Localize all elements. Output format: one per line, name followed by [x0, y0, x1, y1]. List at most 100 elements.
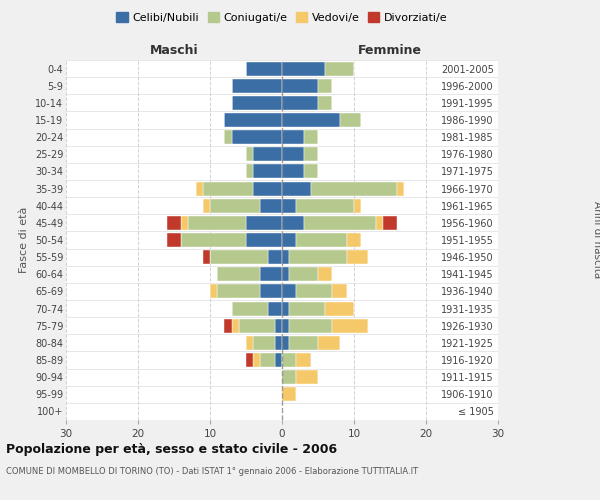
Bar: [296, 284, 332, 298]
Bar: [260, 198, 282, 212]
Text: Maschi: Maschi: [149, 44, 199, 57]
Bar: [282, 233, 296, 247]
Bar: [296, 198, 354, 212]
Y-axis label: Fasce di età: Fasce di età: [19, 207, 29, 273]
Bar: [253, 182, 282, 196]
Bar: [332, 284, 347, 298]
Bar: [282, 318, 289, 332]
Bar: [289, 268, 318, 281]
Bar: [275, 353, 282, 367]
Bar: [260, 268, 282, 281]
Bar: [246, 233, 282, 247]
Bar: [246, 216, 282, 230]
Bar: [232, 302, 268, 316]
Bar: [246, 336, 253, 350]
Bar: [376, 216, 383, 230]
Bar: [232, 96, 282, 110]
Bar: [253, 336, 275, 350]
Bar: [253, 353, 260, 367]
Bar: [253, 148, 282, 162]
Bar: [282, 388, 296, 402]
Bar: [282, 130, 304, 144]
Bar: [318, 268, 332, 281]
Bar: [282, 164, 304, 178]
Bar: [289, 302, 325, 316]
Text: Anni di nascita: Anni di nascita: [592, 202, 600, 278]
Bar: [325, 302, 354, 316]
Bar: [296, 233, 347, 247]
Bar: [275, 318, 282, 332]
Bar: [210, 250, 268, 264]
Bar: [181, 233, 246, 247]
Bar: [268, 250, 282, 264]
Bar: [332, 318, 368, 332]
Bar: [304, 148, 318, 162]
Bar: [203, 198, 210, 212]
Bar: [397, 182, 404, 196]
Bar: [347, 233, 361, 247]
Bar: [232, 78, 282, 92]
Bar: [318, 96, 332, 110]
Bar: [167, 216, 181, 230]
Bar: [232, 318, 239, 332]
Bar: [318, 336, 340, 350]
Bar: [282, 113, 340, 127]
Bar: [296, 370, 318, 384]
Bar: [289, 336, 318, 350]
Bar: [188, 216, 246, 230]
Bar: [304, 216, 376, 230]
Legend: Celibi/Nubili, Coniugati/e, Vedovi/e, Divorziati/e: Celibi/Nubili, Coniugati/e, Vedovi/e, Di…: [112, 8, 452, 28]
Bar: [282, 268, 289, 281]
Bar: [282, 182, 311, 196]
Bar: [224, 318, 232, 332]
Bar: [282, 198, 296, 212]
Bar: [383, 216, 397, 230]
Bar: [282, 302, 289, 316]
Bar: [246, 164, 253, 178]
Text: Femmine: Femmine: [358, 44, 422, 57]
Bar: [304, 164, 318, 178]
Bar: [282, 148, 304, 162]
Bar: [239, 318, 275, 332]
Bar: [217, 284, 260, 298]
Bar: [318, 78, 332, 92]
Bar: [282, 250, 289, 264]
Bar: [196, 182, 203, 196]
Bar: [282, 370, 296, 384]
Bar: [260, 353, 275, 367]
Bar: [282, 216, 304, 230]
Bar: [325, 62, 354, 76]
Bar: [232, 130, 282, 144]
Bar: [253, 164, 282, 178]
Bar: [296, 353, 311, 367]
Bar: [246, 62, 282, 76]
Bar: [282, 284, 296, 298]
Bar: [289, 250, 347, 264]
Bar: [224, 130, 232, 144]
Bar: [217, 268, 260, 281]
Bar: [167, 233, 181, 247]
Text: Popolazione per età, sesso e stato civile - 2006: Popolazione per età, sesso e stato civil…: [6, 442, 337, 456]
Bar: [282, 78, 318, 92]
Bar: [260, 284, 282, 298]
Bar: [275, 336, 282, 350]
Bar: [282, 62, 325, 76]
Bar: [347, 250, 368, 264]
Bar: [340, 113, 361, 127]
Bar: [181, 216, 188, 230]
Bar: [210, 198, 260, 212]
Bar: [304, 130, 318, 144]
Bar: [282, 336, 289, 350]
Bar: [246, 148, 253, 162]
Bar: [246, 353, 253, 367]
Bar: [224, 113, 282, 127]
Bar: [354, 198, 361, 212]
Bar: [311, 182, 397, 196]
Bar: [289, 318, 332, 332]
Bar: [282, 96, 318, 110]
Bar: [268, 302, 282, 316]
Bar: [203, 182, 253, 196]
Bar: [203, 250, 210, 264]
Bar: [210, 284, 217, 298]
Text: COMUNE DI MOMBELLO DI TORINO (TO) - Dati ISTAT 1° gennaio 2006 - Elaborazione TU: COMUNE DI MOMBELLO DI TORINO (TO) - Dati…: [6, 468, 418, 476]
